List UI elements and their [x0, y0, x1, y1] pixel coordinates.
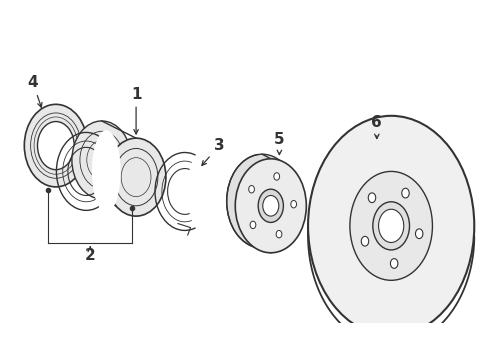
- Ellipse shape: [416, 229, 423, 239]
- Text: 6: 6: [371, 115, 382, 139]
- Ellipse shape: [92, 130, 121, 213]
- Ellipse shape: [176, 156, 222, 238]
- Text: 3: 3: [202, 138, 224, 165]
- Ellipse shape: [402, 188, 409, 198]
- Ellipse shape: [187, 150, 219, 233]
- Ellipse shape: [373, 202, 410, 250]
- Ellipse shape: [276, 230, 282, 238]
- Ellipse shape: [106, 138, 166, 216]
- Ellipse shape: [227, 154, 298, 248]
- Text: 2: 2: [85, 248, 96, 263]
- Ellipse shape: [361, 237, 368, 246]
- Ellipse shape: [291, 201, 296, 208]
- Text: 1: 1: [131, 86, 141, 134]
- Ellipse shape: [24, 104, 87, 187]
- Ellipse shape: [72, 121, 131, 199]
- Ellipse shape: [249, 185, 254, 193]
- Text: 4: 4: [27, 75, 42, 107]
- Ellipse shape: [250, 221, 256, 229]
- Ellipse shape: [235, 159, 306, 253]
- Ellipse shape: [38, 122, 74, 170]
- Ellipse shape: [308, 116, 474, 336]
- Ellipse shape: [263, 195, 279, 216]
- Text: 5: 5: [274, 132, 285, 154]
- Ellipse shape: [274, 173, 280, 180]
- Ellipse shape: [379, 209, 404, 243]
- Ellipse shape: [258, 189, 283, 222]
- Ellipse shape: [368, 193, 376, 203]
- Ellipse shape: [350, 171, 433, 280]
- Ellipse shape: [391, 258, 398, 268]
